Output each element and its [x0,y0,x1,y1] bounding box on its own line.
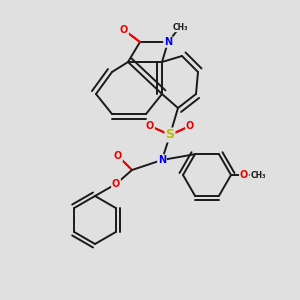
Text: CH₃: CH₃ [250,170,266,179]
Text: S: S [166,128,175,142]
Text: N: N [164,37,172,47]
Text: O: O [114,151,122,161]
Text: O: O [120,25,128,35]
Text: O: O [146,121,154,131]
Text: CH₃: CH₃ [172,22,188,32]
Text: O: O [186,121,194,131]
Text: O: O [112,179,120,189]
Text: O: O [240,170,248,180]
Text: N: N [158,155,166,165]
